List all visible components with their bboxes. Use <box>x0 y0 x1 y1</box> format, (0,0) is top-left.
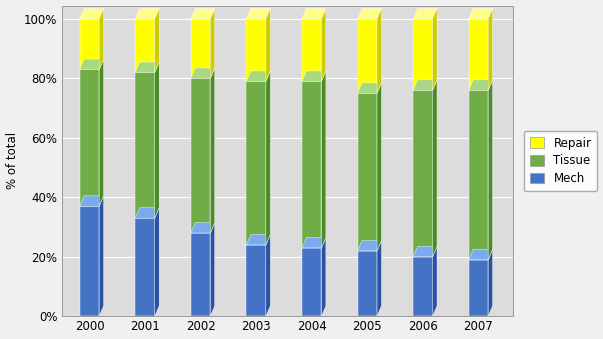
Polygon shape <box>80 196 104 206</box>
Polygon shape <box>191 19 210 78</box>
Polygon shape <box>413 80 437 90</box>
Polygon shape <box>358 83 382 93</box>
Polygon shape <box>469 260 488 316</box>
Polygon shape <box>191 68 215 78</box>
Polygon shape <box>135 19 155 73</box>
Polygon shape <box>99 196 104 316</box>
Polygon shape <box>302 71 326 81</box>
Polygon shape <box>321 71 326 248</box>
Polygon shape <box>247 235 270 245</box>
Polygon shape <box>469 250 493 260</box>
Y-axis label: % of total: % of total <box>5 132 19 190</box>
Polygon shape <box>358 8 382 19</box>
Polygon shape <box>210 223 215 316</box>
Polygon shape <box>266 8 270 81</box>
Polygon shape <box>358 19 377 93</box>
Polygon shape <box>469 90 488 260</box>
Polygon shape <box>247 245 266 316</box>
Polygon shape <box>432 246 437 316</box>
Polygon shape <box>469 8 493 19</box>
Polygon shape <box>377 83 382 251</box>
Polygon shape <box>247 8 270 19</box>
Polygon shape <box>155 208 159 316</box>
Legend: Repair, Tissue, Mech: Repair, Tissue, Mech <box>524 131 598 191</box>
Polygon shape <box>358 251 377 316</box>
Polygon shape <box>377 8 382 93</box>
Polygon shape <box>302 81 321 248</box>
Polygon shape <box>321 8 326 81</box>
Polygon shape <box>413 90 432 257</box>
Polygon shape <box>247 81 266 245</box>
Polygon shape <box>266 235 270 316</box>
Polygon shape <box>266 71 270 245</box>
Polygon shape <box>488 80 493 260</box>
Polygon shape <box>135 8 159 19</box>
Polygon shape <box>80 19 99 69</box>
Polygon shape <box>302 238 326 248</box>
Polygon shape <box>80 69 99 206</box>
Polygon shape <box>135 73 155 218</box>
Polygon shape <box>135 62 159 73</box>
Polygon shape <box>210 68 215 233</box>
Polygon shape <box>413 8 437 19</box>
Polygon shape <box>135 208 159 218</box>
Polygon shape <box>432 80 437 257</box>
Polygon shape <box>247 19 266 81</box>
Polygon shape <box>80 8 104 19</box>
Polygon shape <box>99 8 104 69</box>
Polygon shape <box>413 257 432 316</box>
Polygon shape <box>358 240 382 251</box>
Polygon shape <box>99 59 104 206</box>
Polygon shape <box>302 19 321 81</box>
Polygon shape <box>469 19 488 90</box>
Polygon shape <box>191 78 210 233</box>
Polygon shape <box>80 59 104 69</box>
Polygon shape <box>155 8 159 73</box>
Polygon shape <box>432 8 437 90</box>
Polygon shape <box>469 80 493 90</box>
Polygon shape <box>210 8 215 78</box>
Polygon shape <box>358 93 377 251</box>
Polygon shape <box>191 8 215 19</box>
Polygon shape <box>321 238 326 316</box>
Polygon shape <box>191 233 210 316</box>
Polygon shape <box>377 240 382 316</box>
Polygon shape <box>302 8 326 19</box>
Polygon shape <box>191 223 215 233</box>
Polygon shape <box>488 8 493 90</box>
Polygon shape <box>302 248 321 316</box>
Polygon shape <box>155 62 159 218</box>
Polygon shape <box>247 71 270 81</box>
Polygon shape <box>413 19 432 90</box>
Polygon shape <box>488 250 493 316</box>
Polygon shape <box>80 206 99 316</box>
Polygon shape <box>413 246 437 257</box>
Polygon shape <box>135 218 155 316</box>
